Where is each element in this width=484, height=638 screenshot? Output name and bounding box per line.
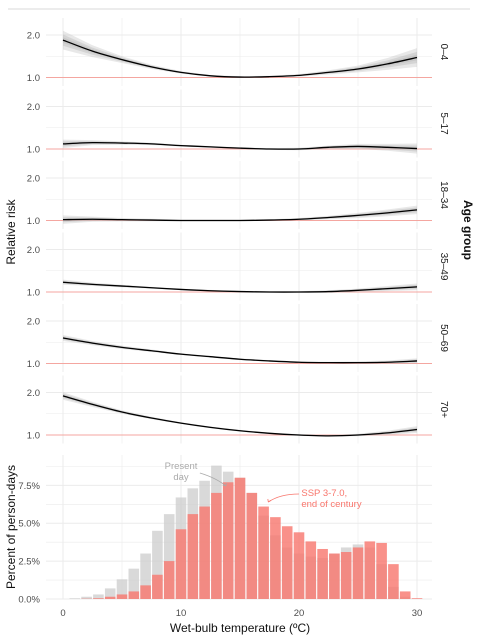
y-tick-label: 2.0 bbox=[27, 102, 40, 113]
x-tick-label: 20 bbox=[294, 608, 305, 619]
histogram-x-axis-title: Wet-bulb temperature (ºC) bbox=[170, 621, 310, 635]
panel-4: 1.0 2.0 35–49 bbox=[27, 232, 449, 301]
ssp370-bars bbox=[81, 477, 423, 599]
ssp370-bar bbox=[140, 585, 151, 599]
ssp370-bar bbox=[317, 548, 328, 599]
ssp370-bar bbox=[187, 514, 199, 599]
age-group-strip-label: 5–17 bbox=[438, 112, 449, 135]
age-group-strip-label: 70+ bbox=[438, 401, 449, 418]
panel-1: 1.0 2.0 0–4 bbox=[27, 18, 449, 86]
y-tick-label: 1.0 bbox=[27, 216, 40, 227]
hist-y-tick-label: 2.5% bbox=[18, 557, 40, 568]
y-tick-label: 2.0 bbox=[27, 388, 40, 399]
ssp370-bar bbox=[116, 594, 128, 599]
ssp370-bar bbox=[293, 532, 305, 599]
ssp370-bar bbox=[93, 598, 104, 599]
age-group-strip-label: 35–49 bbox=[438, 253, 449, 281]
present-day-arrowhead bbox=[222, 482, 227, 487]
present-day-bar bbox=[81, 596, 92, 599]
risk-curve-line bbox=[62, 209, 418, 222]
ssp370-bar bbox=[352, 547, 364, 599]
y-tick-label: 1.0 bbox=[27, 73, 40, 84]
ssp370-bar bbox=[399, 591, 411, 599]
present-day-bar bbox=[163, 514, 175, 599]
present-day-bar bbox=[152, 530, 163, 599]
ssp370-bar bbox=[411, 598, 423, 599]
risk-curve-line bbox=[62, 141, 418, 150]
present-day-bar bbox=[93, 594, 104, 599]
panel-3: 1.0 2.0 18–34 bbox=[27, 161, 449, 229]
y-tick-label: 2.0 bbox=[27, 245, 40, 256]
hist-y-tick-label: 0.0% bbox=[18, 595, 40, 606]
present-day-arrow bbox=[199, 472, 227, 487]
panel-2: 1.0 2.0 5–17 bbox=[27, 89, 449, 158]
present-day-bar bbox=[116, 579, 128, 599]
y-tick-label: 2.0 bbox=[27, 317, 40, 328]
ssp370-bar bbox=[246, 492, 258, 599]
confidence-band bbox=[63, 335, 417, 364]
risk-curve-line bbox=[62, 39, 418, 78]
y-tick-label: 2.0 bbox=[27, 174, 40, 185]
ssp370-bar bbox=[281, 526, 293, 599]
ssp370-bar bbox=[258, 506, 269, 599]
age-group-strip-label: 50–69 bbox=[438, 324, 449, 352]
ssp370-bar bbox=[340, 552, 352, 599]
hist-y-tick-label: 5.0% bbox=[18, 519, 40, 530]
ssp370-bar bbox=[222, 482, 234, 599]
ssp370-bar bbox=[175, 529, 187, 599]
age-group-strip-label: 18–34 bbox=[438, 181, 449, 209]
y-tick-label: 1.0 bbox=[27, 431, 40, 442]
ssp370-bar bbox=[211, 492, 222, 599]
ssp370-bar bbox=[329, 553, 340, 599]
present-day-bar bbox=[69, 598, 81, 599]
ssp370-bar bbox=[270, 517, 281, 599]
confidence-band bbox=[63, 30, 417, 78]
confidence-band bbox=[63, 139, 417, 154]
ssp370-bar bbox=[163, 561, 175, 599]
relative-risk-axis-title: Relative risk bbox=[4, 198, 18, 264]
ssp370-bar bbox=[104, 596, 116, 599]
x-tick-label: 30 bbox=[412, 608, 423, 619]
hist-y-tick-label: 7.5% bbox=[18, 481, 40, 492]
risk-curve-line bbox=[62, 281, 418, 293]
y-tick-label: 1.0 bbox=[27, 288, 40, 299]
ssp370-bar bbox=[364, 541, 376, 599]
y-tick-label: 1.0 bbox=[27, 145, 40, 156]
present-day-bar bbox=[128, 568, 140, 599]
age-group-legend-title: Age group bbox=[461, 200, 475, 260]
ssp370-annotation: SSP 3-7.0, end of century bbox=[301, 488, 361, 510]
risk-curve-line bbox=[62, 395, 418, 437]
ssp370-bar bbox=[199, 506, 210, 599]
ssp370-bar bbox=[152, 574, 163, 599]
ssp370-bar bbox=[376, 542, 387, 599]
x-tick-label: 10 bbox=[176, 608, 187, 619]
ssp370-arrowhead bbox=[267, 498, 272, 503]
present-day-bar bbox=[140, 553, 151, 599]
y-tick-label: 2.0 bbox=[27, 31, 40, 42]
panel-5: 1.0 2.0 50–69 bbox=[27, 304, 449, 372]
age-group-strip-label: 0–4 bbox=[438, 44, 449, 61]
ssp370-bar bbox=[388, 564, 399, 599]
panel-6: 1.0 2.0 70+ bbox=[27, 375, 449, 444]
present-day-annotation: Present day bbox=[165, 461, 198, 483]
confidence-band bbox=[63, 207, 417, 223]
relative-risk-panels: 1.0 2.0 0–4 1.0 2.0 5–17 1.0 2.0 18–34 1.0 2.0 35–4… bbox=[27, 18, 449, 444]
x-tick-label: 0 bbox=[60, 608, 65, 619]
histogram-y-axis-title: Percent of person-days bbox=[4, 465, 18, 589]
ssp370-bar bbox=[128, 591, 140, 599]
ssp370-bar bbox=[305, 541, 317, 599]
confidence-band bbox=[63, 205, 417, 224]
present-day-bar bbox=[104, 588, 116, 599]
y-tick-label: 1.0 bbox=[27, 359, 40, 370]
ssp370-arrow bbox=[268, 493, 300, 503]
ssp370-bar bbox=[234, 477, 246, 599]
risk-curve-line bbox=[62, 337, 418, 364]
histogram-panel: 0.0% 2.5% 5.0% 7.5% 0 10 20 30 Present day SSP 3-7… bbox=[18, 455, 432, 619]
